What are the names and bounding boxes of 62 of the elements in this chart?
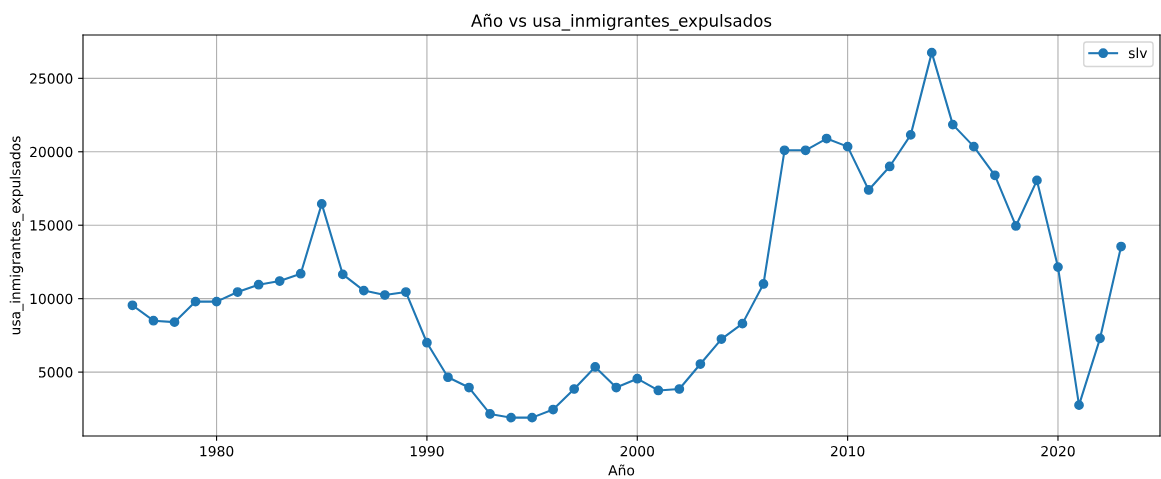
point xyxy=(1116,241,1126,252)
point xyxy=(548,404,558,415)
point xyxy=(800,145,811,156)
point xyxy=(611,382,622,393)
point xyxy=(1074,400,1084,411)
x-tick-label: 2020 xyxy=(1041,445,1075,457)
x-tick-label: 1990 xyxy=(410,445,444,457)
y-axis-title: usa_inmigrantes_expulsados xyxy=(9,136,24,335)
point xyxy=(232,287,243,297)
point xyxy=(695,359,706,369)
point xyxy=(506,412,516,423)
point xyxy=(464,382,474,393)
point xyxy=(295,268,306,279)
y-tick-label: 15000 xyxy=(30,220,73,231)
point xyxy=(422,337,432,348)
point xyxy=(884,161,895,172)
y-tick-label: 25000 xyxy=(30,73,73,84)
point xyxy=(653,385,664,396)
point xyxy=(968,141,979,152)
point xyxy=(316,199,327,209)
x-tick-label: 1980 xyxy=(200,445,234,457)
point xyxy=(253,279,264,290)
x-tick-label: 2010 xyxy=(830,445,865,457)
point xyxy=(401,287,411,297)
point xyxy=(190,296,201,307)
chart-title: Año vs usa_inmigrantes_expulsados xyxy=(471,13,772,31)
y-tick-label: 10000 xyxy=(30,293,73,305)
point xyxy=(127,300,138,311)
point xyxy=(863,185,874,195)
point xyxy=(485,409,495,419)
legend-label: slv xyxy=(1128,47,1148,59)
point xyxy=(148,315,159,326)
point xyxy=(1032,175,1042,186)
point xyxy=(947,119,958,130)
point xyxy=(779,145,790,156)
point xyxy=(737,318,748,329)
point xyxy=(527,412,537,423)
y-tick-label: 5000 xyxy=(39,367,73,378)
point xyxy=(632,373,643,384)
point xyxy=(842,141,853,152)
point xyxy=(169,317,180,328)
point xyxy=(1095,333,1105,344)
x-tick-label: 2000 xyxy=(620,445,655,457)
point xyxy=(337,269,348,280)
point xyxy=(569,384,580,394)
x-axis-title: Año xyxy=(608,464,635,476)
point xyxy=(379,290,390,300)
point xyxy=(905,130,916,140)
point xyxy=(274,276,285,286)
y-tick-label: 20000 xyxy=(30,146,73,158)
point xyxy=(990,170,1000,181)
point xyxy=(1053,262,1063,272)
point xyxy=(674,384,685,394)
point xyxy=(821,133,832,144)
point xyxy=(358,285,369,296)
point xyxy=(590,362,601,372)
point xyxy=(716,334,727,344)
point xyxy=(443,372,453,383)
point xyxy=(1011,221,1021,231)
point xyxy=(211,296,222,307)
point xyxy=(926,47,937,58)
point xyxy=(758,279,769,289)
